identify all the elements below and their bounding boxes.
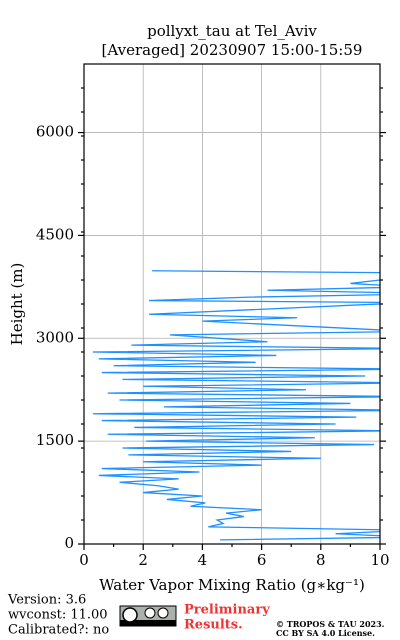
preliminary: Preliminary xyxy=(184,603,270,618)
x-tick-label: 4 xyxy=(198,551,208,569)
cc-logo xyxy=(119,605,177,627)
version: Version: 3.6 xyxy=(7,593,86,608)
wvconst: wvconst: 11.00 xyxy=(8,608,108,623)
x-axis-label: Water Vapor Mixing Ratio (g∗kg⁻¹) xyxy=(99,576,365,594)
y-tick-label: 4500 xyxy=(36,225,74,243)
y-tick-label: 1500 xyxy=(36,431,74,449)
preliminary: Results. xyxy=(184,618,243,633)
y-tick-label: 6000 xyxy=(36,123,74,141)
y-tick-label: 3000 xyxy=(36,328,74,346)
copyright: CC BY SA 4.0 License. xyxy=(276,628,375,638)
x-tick-label: 10 xyxy=(370,551,389,569)
x-tick-label: 6 xyxy=(257,551,267,569)
x-tick-label: 0 xyxy=(79,551,89,569)
copyright: © TROPOS & TAU 2023. xyxy=(276,619,385,629)
chart-subtitle: [Averaged] 20230907 15:00-15:59 xyxy=(102,41,363,59)
y-axis-label: Height (m) xyxy=(8,263,26,346)
chart-title: pollyxt_tau at Tel_Aviv xyxy=(147,22,317,40)
plot-frame xyxy=(83,63,381,545)
y-tick-label: 0 xyxy=(64,534,74,552)
x-tick-label: 8 xyxy=(316,551,326,569)
profile-line xyxy=(92,270,380,541)
x-tick-label: 2 xyxy=(138,551,148,569)
calibrated: Calibrated?: no xyxy=(8,623,109,638)
